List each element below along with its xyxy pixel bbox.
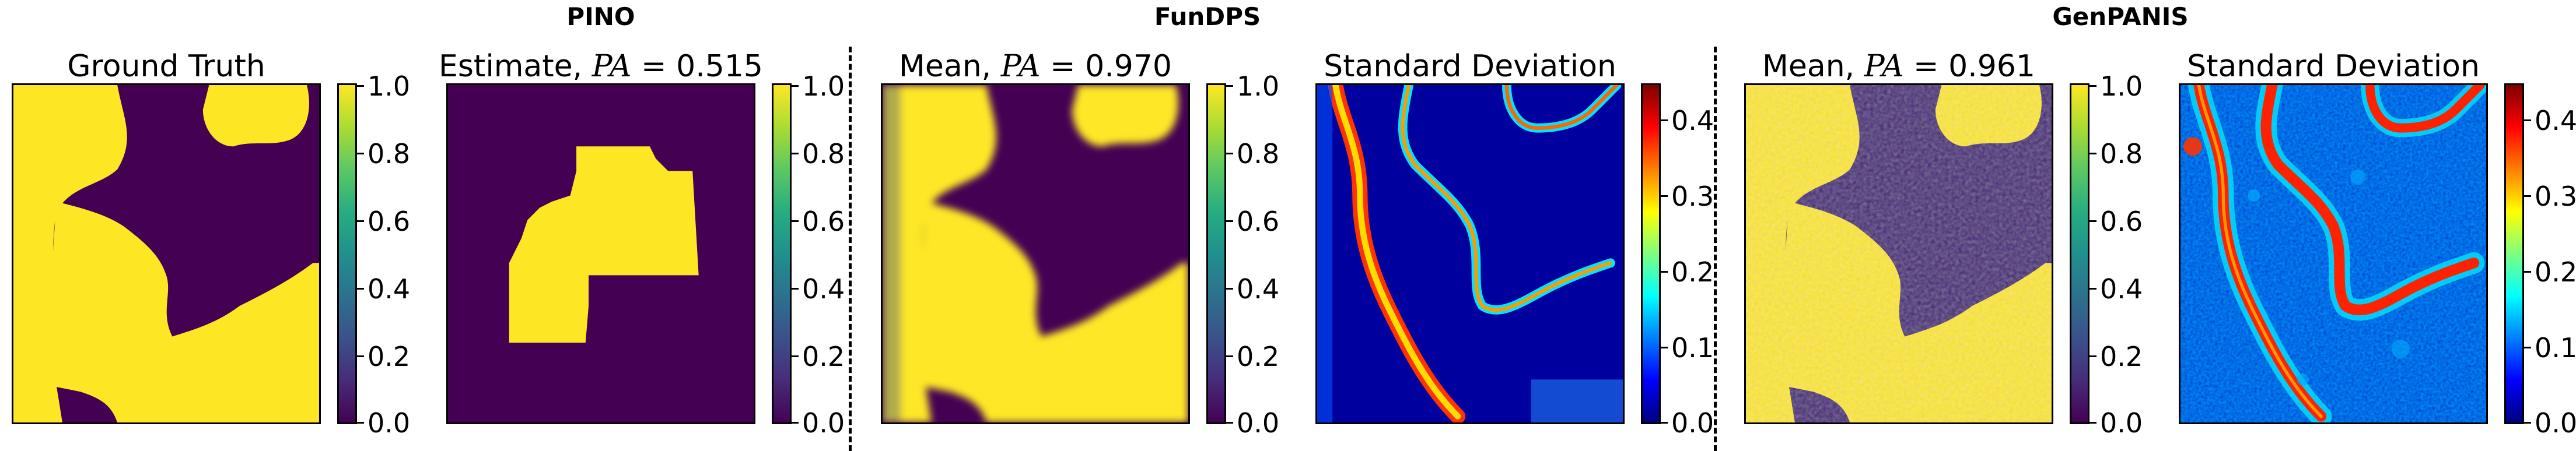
tick-label: 0.0 (2535, 407, 2576, 439)
panel-title-ground-truth: Ground Truth (67, 49, 265, 84)
fundps-mean-map (881, 83, 1190, 424)
genpanis-std-map (2179, 83, 2488, 424)
tick-label: 0.0 (2100, 407, 2143, 439)
tick-label: 0.0 (802, 407, 845, 439)
tick-label: 0.4 (802, 273, 845, 305)
tick-label: 0.2 (802, 341, 845, 372)
tick-label: 0.4 (2100, 273, 2143, 305)
title-eq: = (1903, 49, 1949, 84)
colorbar-viridis-4 (2070, 83, 2090, 424)
title-var: PA (1864, 49, 1904, 84)
tick-label: 0.0 (1671, 407, 1714, 439)
pino-estimate-map (446, 83, 755, 424)
panel-title-fundps-std: Standard Deviation (1324, 49, 1616, 84)
tick-label: 0.8 (368, 138, 411, 170)
tick-label: 0.2 (1237, 341, 1280, 372)
group-title-genpanis: GenPANIS (2052, 2, 2189, 31)
panel-title-pino-estimate: Estimate, PA = 0.515 (439, 49, 763, 84)
tick-label: 1.0 (2100, 71, 2143, 102)
divider-dashed-1 (849, 47, 852, 451)
tick-label: 0.0 (1237, 407, 1280, 439)
panel-title-genpanis-std: Standard Deviation (2187, 49, 2480, 84)
title-prefix: Mean, (898, 49, 1001, 84)
tick-label: 0.8 (802, 138, 845, 170)
tick-label: 0.2 (2100, 341, 2143, 372)
tick-label: 0.4 (1671, 105, 1714, 136)
title-prefix: Mean, (1762, 49, 1864, 84)
colorbar-viridis-1 (337, 83, 357, 424)
group-title-fundps: FunDPS (1154, 2, 1261, 31)
tick-label: 0.8 (2100, 138, 2143, 170)
title-value: 0.961 (1948, 49, 2036, 84)
title-value: 0.515 (676, 49, 764, 84)
tick-label: 0.3 (1671, 181, 1714, 212)
tick-label: 0.4 (2535, 105, 2576, 136)
title-prefix: Estimate, (438, 49, 592, 84)
panel-title-fundps-mean: Mean, PA = 0.970 (899, 49, 1172, 84)
fundps-std-map (1315, 83, 1625, 424)
tick-label: 0.6 (1237, 206, 1280, 237)
tick-label: 0.2 (1671, 256, 1714, 288)
tick-label: 0.2 (2535, 256, 2576, 288)
tick-label: 1.0 (1237, 71, 1280, 102)
divider-dashed-2 (1714, 47, 1717, 451)
colorbar-viridis-3 (1206, 83, 1226, 424)
tick-label: 0.4 (1237, 273, 1280, 305)
tick-label: 0.6 (802, 206, 845, 237)
tick-label: 0.6 (368, 206, 411, 237)
colorbar-jet-1 (1641, 83, 1661, 424)
title-var: PA (1000, 49, 1041, 84)
title-var: PA (592, 49, 632, 84)
tick-label: 0.0 (368, 407, 411, 439)
tick-label: 1.0 (802, 71, 845, 102)
tick-label: 0.1 (2535, 332, 2576, 364)
colorbar-viridis-2 (772, 83, 792, 424)
colorbar-jet-2 (2504, 83, 2524, 424)
title-eq: = (1040, 49, 1086, 84)
tick-label: 0.2 (368, 341, 411, 372)
panel-title-genpanis-mean: Mean, PA = 0.961 (1762, 49, 2035, 84)
tick-label: 0.6 (2100, 206, 2143, 237)
tick-label: 0.8 (1237, 138, 1280, 170)
group-title-pino: PINO (566, 2, 635, 31)
title-eq: = (631, 49, 677, 84)
tick-label: 0.4 (368, 273, 411, 305)
tick-label: 1.0 (368, 71, 411, 102)
tick-label: 0.3 (2535, 181, 2576, 212)
ground-truth-map (12, 83, 321, 424)
genpanis-mean-map (1744, 83, 2053, 424)
title-value: 0.970 (1085, 49, 1172, 84)
tick-label: 0.1 (1671, 332, 1714, 364)
